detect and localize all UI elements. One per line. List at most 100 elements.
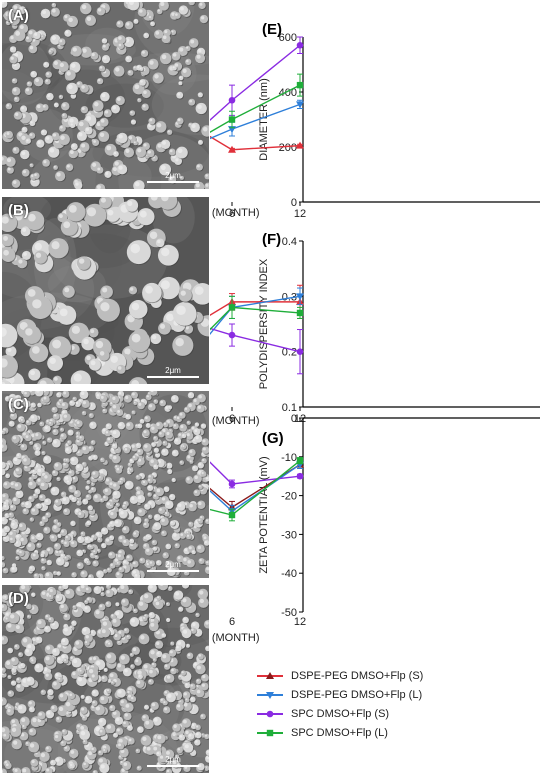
data-point <box>296 348 304 355</box>
x-tick-label: 12 <box>294 208 306 220</box>
series-line <box>210 295 301 336</box>
y-tick-label: 0.4 <box>282 236 297 248</box>
data-point <box>296 293 304 301</box>
series-line <box>210 103 301 140</box>
series <box>210 73 304 133</box>
chart-panel-label: (G) <box>262 430 284 447</box>
sem-panel-label: (B) <box>8 202 29 219</box>
data-point <box>228 304 236 311</box>
y-tick-label: 0.1 <box>282 402 297 414</box>
data-point <box>228 511 236 519</box>
charts-area: (E)020040060003612TIME (MONTH)DIAMETER (… <box>210 21 540 644</box>
series-line <box>210 463 301 509</box>
sem-panel-label: (D) <box>8 590 29 607</box>
legend-swatch <box>257 710 283 717</box>
y-tick-label: 600 <box>279 32 297 44</box>
sem-image-d <box>2 585 209 773</box>
series-line <box>210 460 301 516</box>
scale-bar-label: 2μm <box>165 755 181 764</box>
y-tick-label: -50 <box>281 607 297 619</box>
data-point <box>296 457 304 464</box>
sem-image-b <box>2 197 209 384</box>
legend-label: SPC DMSO+Flp (S) <box>291 707 390 720</box>
legend-item: DSPE-PEG DMSO+Flp (L) <box>255 685 423 704</box>
chart-panel-label: (F) <box>262 231 281 248</box>
series <box>210 461 304 489</box>
legend-swatch <box>257 729 283 736</box>
legend-item: DSPE-PEG DMSO+Flp (S) <box>255 666 423 685</box>
sem-image-a <box>2 2 209 189</box>
y-tick-label: 0.3 <box>282 291 297 303</box>
x-axis-label: TIME (MONTH) <box>210 632 259 644</box>
legend-label: DSPE-PEG DMSO+Flp (S) <box>291 669 424 682</box>
x-tick-label: 6 <box>229 208 235 220</box>
y-tick-label: -10 <box>281 452 297 464</box>
y-axis-label: DIAMETER (nm) <box>258 78 270 161</box>
series-line <box>210 461 301 485</box>
data-point <box>228 331 236 339</box>
scale-bar-label: 2μm <box>165 560 181 569</box>
legend-label: SPC DMSO+Flp (L) <box>291 726 388 739</box>
series-line <box>210 135 301 151</box>
y-tick-label: 200 <box>279 142 297 154</box>
sem-image-c <box>2 391 209 578</box>
series-line <box>210 84 301 133</box>
series-line <box>210 44 301 121</box>
y-tick-label: -20 <box>281 491 297 503</box>
data-point <box>296 141 304 149</box>
sem-panel-label: (A) <box>8 7 29 24</box>
data-point <box>228 116 236 123</box>
sem-panel-b: (B) 2μm <box>2 197 209 384</box>
data-point <box>228 96 236 104</box>
legend-item: SPC DMSO+Flp (S) <box>255 704 423 723</box>
series <box>210 457 304 522</box>
y-tick-label: -40 <box>281 568 297 580</box>
legend-marker <box>266 691 274 699</box>
legend-marker <box>266 671 274 679</box>
data-point <box>228 145 236 153</box>
data-point <box>228 480 236 488</box>
scale-bar-label: 2μm <box>165 171 181 180</box>
x-tick-label: 6 <box>229 616 235 628</box>
series <box>210 323 304 375</box>
scale-bar: 2μm <box>147 366 199 378</box>
sem-panel-label: (C) <box>8 396 29 413</box>
series-line <box>210 327 301 353</box>
data-point <box>296 101 304 109</box>
chart-g: (G)-50-40-30-20-10003612TIME (MONTH)ZETA… <box>210 413 540 644</box>
y-tick-label: -30 <box>281 529 297 541</box>
series <box>210 287 304 336</box>
legend-swatch <box>257 671 283 679</box>
series <box>210 36 304 121</box>
legend-item: SPC DMSO+Flp (L) <box>255 723 423 742</box>
x-tick-label: 12 <box>294 616 306 628</box>
data-point <box>296 309 304 317</box>
sem-panel-c: (C) 2μm <box>2 391 209 578</box>
chart-e: (E)020040060003612TIME (MONTH)DIAMETER (… <box>210 21 540 220</box>
data-point <box>296 472 304 480</box>
scale-bar: 2μm <box>147 560 199 572</box>
x-axis-label: TIME (MONTH) <box>210 207 259 219</box>
legend-marker <box>266 710 274 717</box>
scale-bar: 2μm <box>147 755 199 767</box>
data-point <box>296 81 304 89</box>
legend-label: DSPE-PEG DMSO+Flp (L) <box>291 688 423 701</box>
scale-bar-label: 2μm <box>165 366 181 375</box>
series <box>210 295 304 331</box>
x-axis-label: TIME (MONTH) <box>210 415 259 427</box>
sem-panel-d: (D) 2μm <box>2 585 209 773</box>
series-line <box>210 306 301 331</box>
sem-panel-a: (A) 2μm <box>2 2 209 189</box>
series-line <box>210 463 301 513</box>
y-tick-label: 0 <box>291 413 297 425</box>
scale-bar: 2μm <box>147 171 199 183</box>
data-point <box>296 41 304 49</box>
legend-swatch <box>257 691 283 699</box>
y-tick-label: 0 <box>291 197 297 209</box>
y-tick-label: 400 <box>279 87 297 99</box>
legend: DSPE-PEG DMSO+Flp (S) DSPE-PEG DMSO+Flp … <box>255 666 423 742</box>
chart-f: (F)0.10.20.30.403612TIME (MONTH)POLYDISP… <box>210 231 540 427</box>
chart-panel-label: (E) <box>262 21 282 38</box>
series <box>210 135 304 153</box>
y-axis-label: ZETA POTENTIAL (mV) <box>258 456 270 573</box>
